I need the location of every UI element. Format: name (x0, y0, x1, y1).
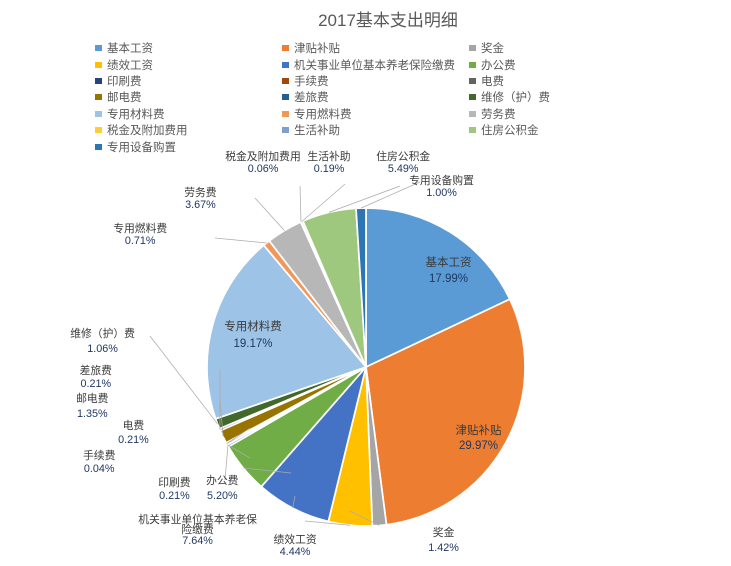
svg-text:1.35%: 1.35% (77, 408, 108, 420)
svg-text:险缴费: 险缴费 (181, 522, 214, 536)
svg-text:0.19%: 0.19% (314, 163, 345, 175)
svg-text:手续费: 手续费 (83, 448, 116, 462)
svg-text:邮电费: 邮电费 (76, 392, 109, 405)
svg-text:津贴补贴: 津贴补贴 (456, 423, 502, 437)
svg-text:差旅费: 差旅费 (80, 363, 113, 377)
svg-text:4.44%: 4.44% (280, 546, 311, 558)
svg-text:1.06%: 1.06% (87, 343, 118, 355)
svg-text:劳务费: 劳务费 (184, 186, 217, 199)
svg-text:绩效工资: 绩效工资 (274, 532, 317, 546)
svg-text:29.97%: 29.97% (459, 440, 498, 452)
svg-text:1.42%: 1.42% (428, 542, 459, 554)
svg-text:7.64%: 7.64% (182, 535, 213, 547)
svg-text:1.00%: 1.00% (426, 187, 457, 199)
svg-text:19.17%: 19.17% (233, 338, 272, 350)
svg-text:办公费: 办公费 (206, 474, 239, 487)
svg-text:生活补助: 生活补助 (307, 149, 350, 163)
svg-text:0.21%: 0.21% (118, 434, 149, 446)
svg-text:基本工资: 基本工资 (426, 255, 472, 269)
svg-text:0.06%: 0.06% (248, 163, 279, 175)
svg-text:专用燃料费: 专用燃料费 (113, 221, 167, 235)
svg-text:税金及附加费用: 税金及附加费用 (225, 149, 301, 163)
svg-text:住房公积金: 住房公积金 (376, 149, 430, 163)
svg-text:5.49%: 5.49% (388, 163, 419, 175)
svg-text:5.20%: 5.20% (207, 490, 238, 502)
svg-text:维修（护）费: 维修（护）费 (70, 326, 135, 340)
svg-text:3.67%: 3.67% (185, 199, 216, 211)
svg-text:0.21%: 0.21% (80, 378, 111, 390)
svg-text:17.99%: 17.99% (429, 273, 468, 285)
svg-text:印刷费: 印刷费 (158, 476, 191, 489)
svg-text:0.71%: 0.71% (125, 235, 156, 247)
svg-text:电费: 电费 (123, 419, 145, 432)
svg-text:专用设备购置: 专用设备购置 (409, 173, 474, 187)
svg-text:专用材料费: 专用材料费 (224, 319, 282, 333)
svg-text:0.21%: 0.21% (159, 490, 190, 502)
svg-text:0.04%: 0.04% (84, 463, 115, 475)
svg-text:奖金: 奖金 (433, 525, 455, 539)
